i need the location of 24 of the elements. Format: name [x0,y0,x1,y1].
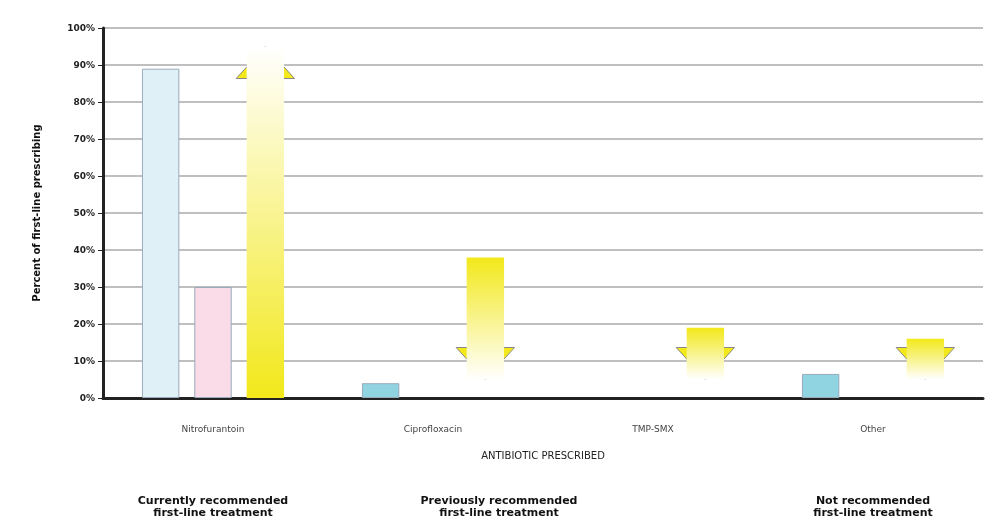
text: Currently recommended first-line treatment [137,493,289,519]
y-tick-label: 100% [67,23,95,33]
y-tick-label: 60% [73,171,95,181]
y-tick-label: 70% [73,134,95,144]
x-tick-label: TMP-SMX [631,423,674,434]
y-tick-label: 20% [73,319,95,329]
x-axis-title: ANTIBIOTIC PRESCRIBED [481,449,606,461]
y-tick-label: 30% [73,282,95,292]
x-tick-label: Ciprofloxacin [403,423,463,434]
y-axis-title: Percent of first-line prescribing [30,124,42,302]
y-tick-label: 50% [73,208,95,218]
x-tick-label: Other [860,423,887,434]
bar [801,373,840,398]
y-tick-label: 90% [73,60,95,70]
text: Not recommended first-line treatment [813,493,933,519]
x-tick-label: Nitrofurantoin [181,423,245,434]
bar [194,287,232,398]
y-tick-label: 40% [73,245,95,255]
bar [361,383,400,398]
bar [141,68,180,398]
y-tick-label: 80% [73,97,95,107]
y-tick-label: 10% [73,356,95,366]
text: Previously recommended first-line treatment [420,493,578,519]
y-tick-label: 0% [79,393,95,403]
